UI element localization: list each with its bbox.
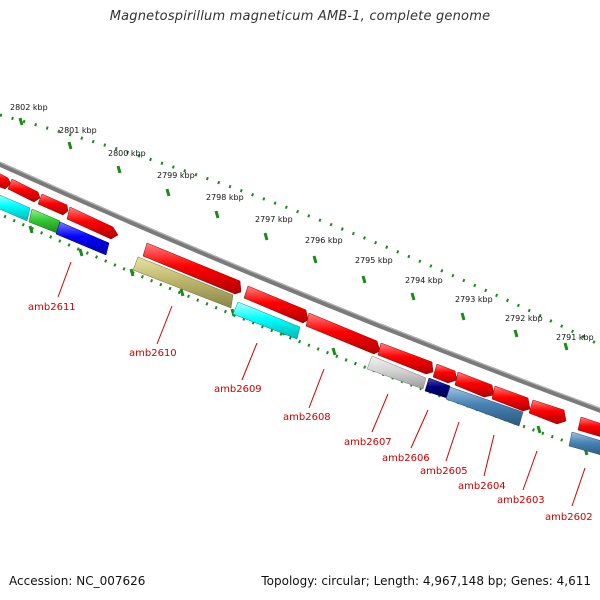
gene-label[interactable]: amb2607	[344, 437, 392, 448]
leader-line	[571, 467, 586, 507]
leader-line	[156, 305, 173, 345]
topology-info: Topology: circular; Length: 4,967,148 bp…	[261, 574, 591, 588]
inner-ruler-arc	[0, 212, 600, 455]
reverse-gene-steelblue[interactable]	[568, 431, 600, 456]
forward-gene[interactable]	[7, 178, 41, 203]
gene-label[interactable]: amb2602	[545, 512, 593, 523]
gene-labels: amb2611 amb2610 amb2609 amb2608 amb2607 …	[28, 302, 593, 523]
leader-line	[371, 393, 389, 433]
leader-line	[308, 368, 325, 409]
kbp-label: 2795 kbp	[355, 256, 393, 265]
kbp-ruler-ticks	[18, 117, 569, 351]
kbp-label: 2796 kbp	[305, 236, 343, 245]
kbp-labels: 2802 kbp 2801 kbp 2800 kbp 2799 kbp 2798…	[10, 103, 594, 342]
kbp-tick	[165, 188, 171, 197]
gene-label[interactable]: amb2611	[28, 302, 76, 313]
kbp-tick	[410, 292, 416, 301]
accession-info: Accession: NC_007626	[9, 574, 146, 588]
reverse-strand-genes	[0, 193, 600, 456]
reverse-gene-cyan[interactable]	[0, 193, 31, 222]
inner-tick	[129, 268, 135, 277]
kbp-label: 2800 kbp	[108, 149, 146, 158]
forward-gene[interactable]	[66, 206, 119, 240]
forward-gene[interactable]	[528, 399, 567, 425]
kbp-tick	[18, 117, 24, 126]
reverse-gene-green[interactable]	[28, 208, 61, 234]
inner-tick	[331, 347, 337, 356]
kbp-label: 2802 kbp	[10, 103, 48, 112]
kbp-label: 2801 kbp	[59, 126, 97, 135]
reverse-gene-lightgray[interactable]	[366, 355, 427, 390]
kbp-tick	[361, 275, 367, 284]
leader-line	[483, 434, 495, 477]
leader-line	[522, 450, 538, 491]
inner-tick	[230, 308, 236, 317]
gene-label[interactable]: amb2608	[283, 412, 331, 423]
kbp-label: 2794 kbp	[405, 276, 443, 285]
gene-label[interactable]: amb2603	[497, 495, 545, 506]
inner-tick	[28, 225, 34, 234]
genome-backbone	[0, 161, 600, 413]
kbp-tick	[460, 312, 466, 321]
reverse-gene-blue[interactable]	[55, 221, 110, 256]
kbp-label: 2798 kbp	[206, 193, 244, 202]
kbp-tick	[563, 342, 569, 351]
forward-gene[interactable]	[377, 342, 434, 375]
forward-strand-genes	[0, 171, 600, 438]
reverse-gene-khaki[interactable]	[132, 256, 234, 309]
kbp-tick	[513, 329, 519, 338]
leader-line	[57, 261, 72, 298]
reverse-gene-steelblue[interactable]	[445, 386, 524, 427]
gene-label[interactable]: amb2609	[214, 384, 262, 395]
forward-gene[interactable]	[432, 363, 458, 384]
kbp-label: 2799 kbp	[157, 171, 195, 180]
forward-gene[interactable]	[243, 285, 309, 324]
reverse-gene-cyan[interactable]	[232, 301, 301, 340]
kbp-tick	[263, 232, 269, 241]
leader-line	[410, 409, 429, 449]
forward-gene[interactable]	[142, 242, 242, 295]
inner-tick	[78, 248, 84, 257]
kbp-tick	[214, 210, 220, 219]
gene-label[interactable]: amb2605	[420, 466, 468, 477]
kbp-label: 2793 kbp	[455, 295, 493, 304]
gene-label[interactable]: amb2606	[382, 453, 430, 464]
leader-line	[445, 421, 460, 462]
genome-title: Magnetospirillum magneticum AMB-1, compl…	[109, 9, 491, 24]
kbp-tick	[67, 141, 73, 150]
forward-gene[interactable]	[305, 312, 381, 355]
forward-gene[interactable]	[577, 416, 600, 438]
forward-gene[interactable]	[491, 385, 531, 412]
forward-gene[interactable]	[0, 171, 12, 190]
kbp-label: 2791 kbp	[556, 333, 594, 342]
leader-line	[241, 342, 258, 381]
kbp-tick	[312, 255, 318, 264]
kbp-tick	[116, 165, 122, 174]
gene-label-leaders	[57, 261, 586, 507]
kbp-label: 2792 kbp	[505, 314, 543, 323]
forward-gene[interactable]	[37, 193, 69, 216]
inner-tick	[179, 288, 185, 297]
kbp-label: 2797 kbp	[255, 215, 293, 224]
inner-tick	[536, 425, 542, 434]
gene-label[interactable]: amb2604	[458, 481, 506, 492]
forward-gene[interactable]	[454, 371, 495, 398]
gene-label[interactable]: amb2610	[129, 348, 177, 359]
